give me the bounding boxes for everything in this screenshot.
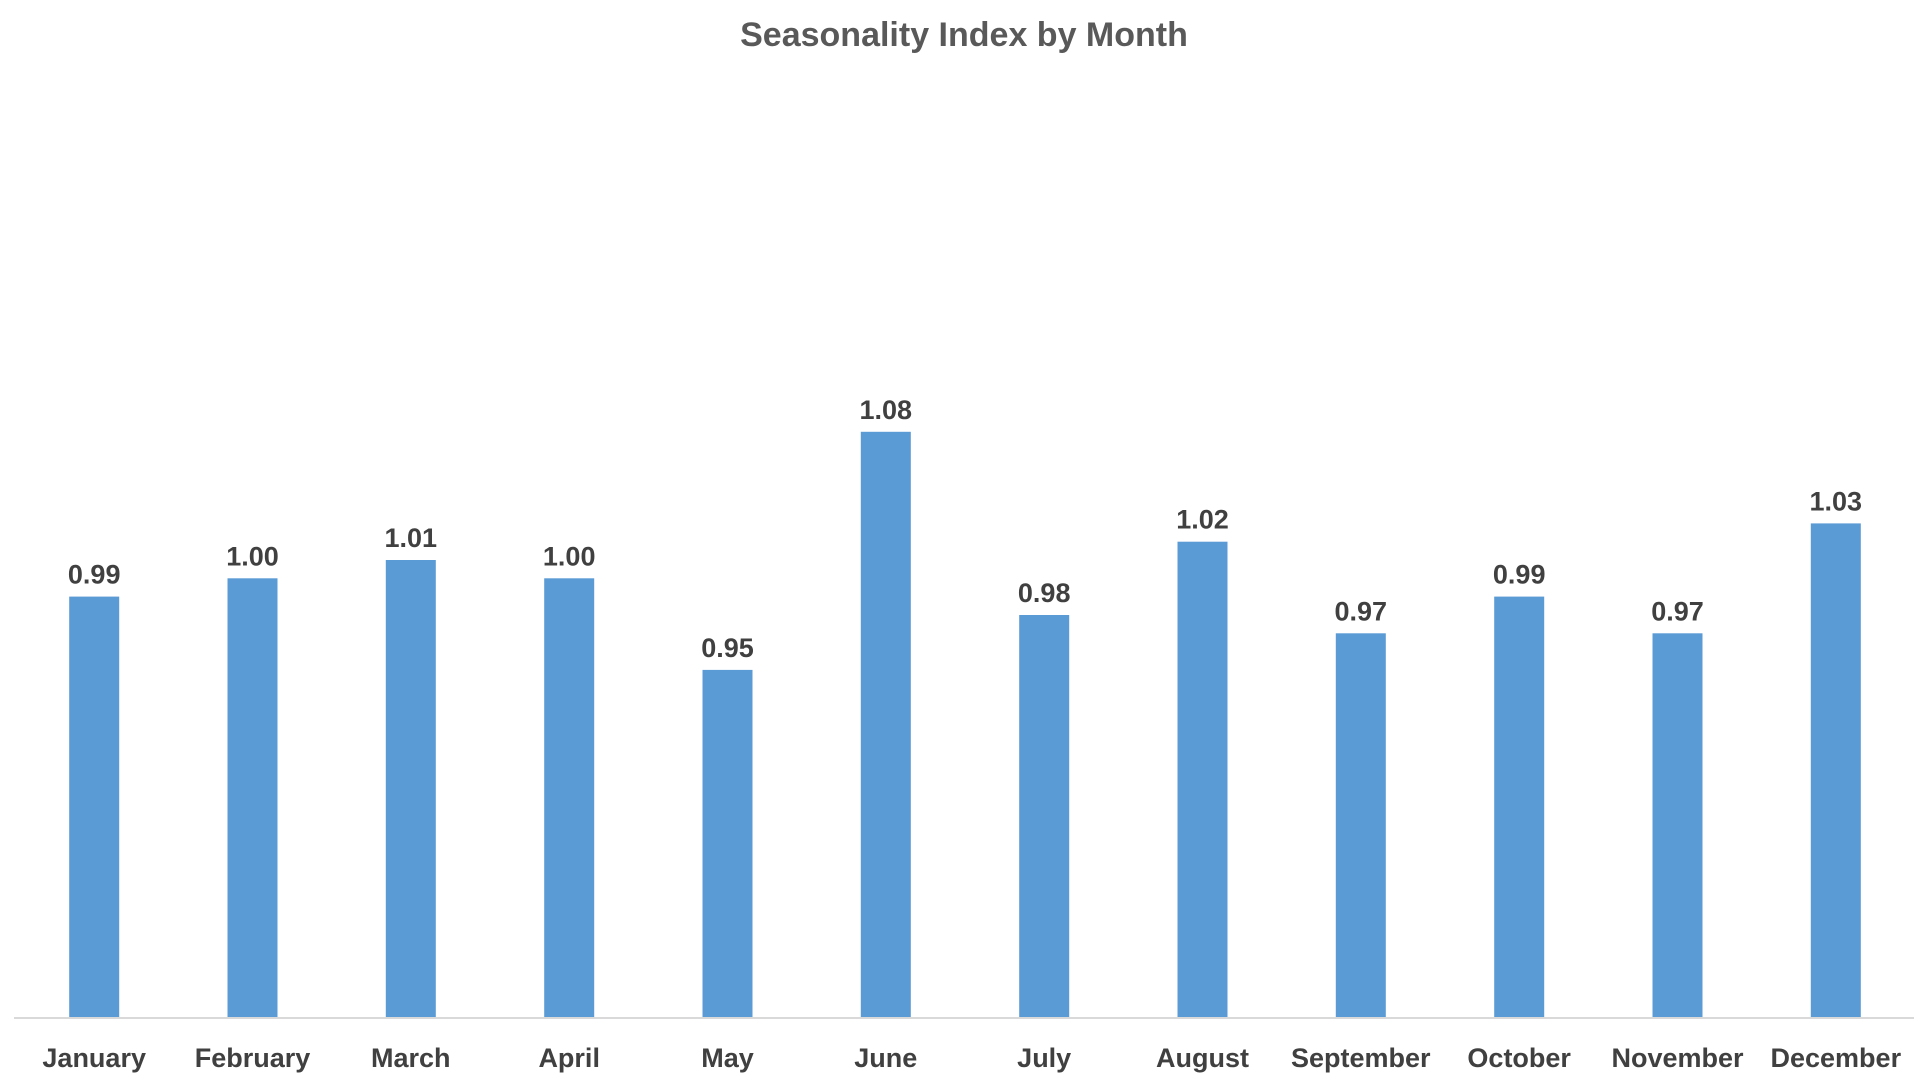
value-label-april: 1.00 bbox=[543, 541, 596, 571]
bar-february bbox=[227, 578, 278, 1018]
category-label-july: July bbox=[1017, 1043, 1071, 1073]
category-label-november: November bbox=[1611, 1043, 1744, 1073]
category-label-march: March bbox=[371, 1043, 451, 1073]
chart-title: Seasonality Index by Month bbox=[740, 16, 1188, 54]
category-label-september: September bbox=[1291, 1043, 1431, 1073]
bar-december bbox=[1810, 523, 1861, 1018]
bar-april bbox=[544, 578, 595, 1018]
bar-march bbox=[385, 560, 436, 1018]
value-label-march: 1.01 bbox=[385, 523, 438, 553]
category-label-june: June bbox=[854, 1043, 917, 1073]
value-label-july: 0.98 bbox=[1018, 578, 1071, 608]
category-label-february: February bbox=[195, 1043, 311, 1073]
bar-may bbox=[702, 669, 753, 1018]
bars-layer bbox=[69, 431, 1861, 1018]
value-label-may: 0.95 bbox=[701, 633, 754, 663]
value-label-september: 0.97 bbox=[1335, 596, 1388, 626]
value-label-october: 0.99 bbox=[1493, 560, 1546, 590]
bar-september bbox=[1335, 633, 1386, 1018]
bar-august bbox=[1177, 541, 1228, 1018]
category-label-april: April bbox=[538, 1043, 600, 1073]
category-labels-layer: January February March April May June July Augu… bbox=[42, 1043, 1901, 1073]
bar-july bbox=[1019, 615, 1070, 1018]
value-label-december: 1.03 bbox=[1810, 486, 1863, 516]
category-label-december: December bbox=[1771, 1043, 1902, 1073]
bar-january bbox=[69, 596, 120, 1018]
value-label-august: 1.02 bbox=[1176, 505, 1229, 535]
bar-june bbox=[860, 431, 911, 1018]
value-label-january: 0.99 bbox=[68, 560, 121, 590]
value-labels-layer: 0.99 1.00 1.01 1.00 0.95 1.08 0.98 1.02 0.97 0.99… bbox=[68, 395, 1862, 663]
category-label-may: May bbox=[701, 1043, 754, 1073]
bar-november bbox=[1652, 633, 1703, 1018]
value-label-june: 1.08 bbox=[860, 395, 913, 425]
bar-october bbox=[1494, 596, 1545, 1018]
category-label-august: August bbox=[1156, 1043, 1249, 1073]
value-label-november: 0.97 bbox=[1651, 596, 1704, 626]
category-label-october: October bbox=[1467, 1043, 1571, 1073]
value-label-february: 1.00 bbox=[226, 541, 279, 571]
category-label-january: January bbox=[42, 1043, 146, 1073]
